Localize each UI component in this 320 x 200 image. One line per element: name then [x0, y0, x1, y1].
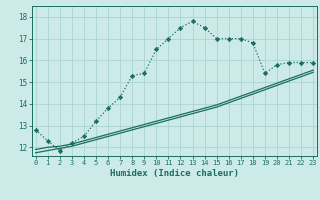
X-axis label: Humidex (Indice chaleur): Humidex (Indice chaleur)	[110, 169, 239, 178]
